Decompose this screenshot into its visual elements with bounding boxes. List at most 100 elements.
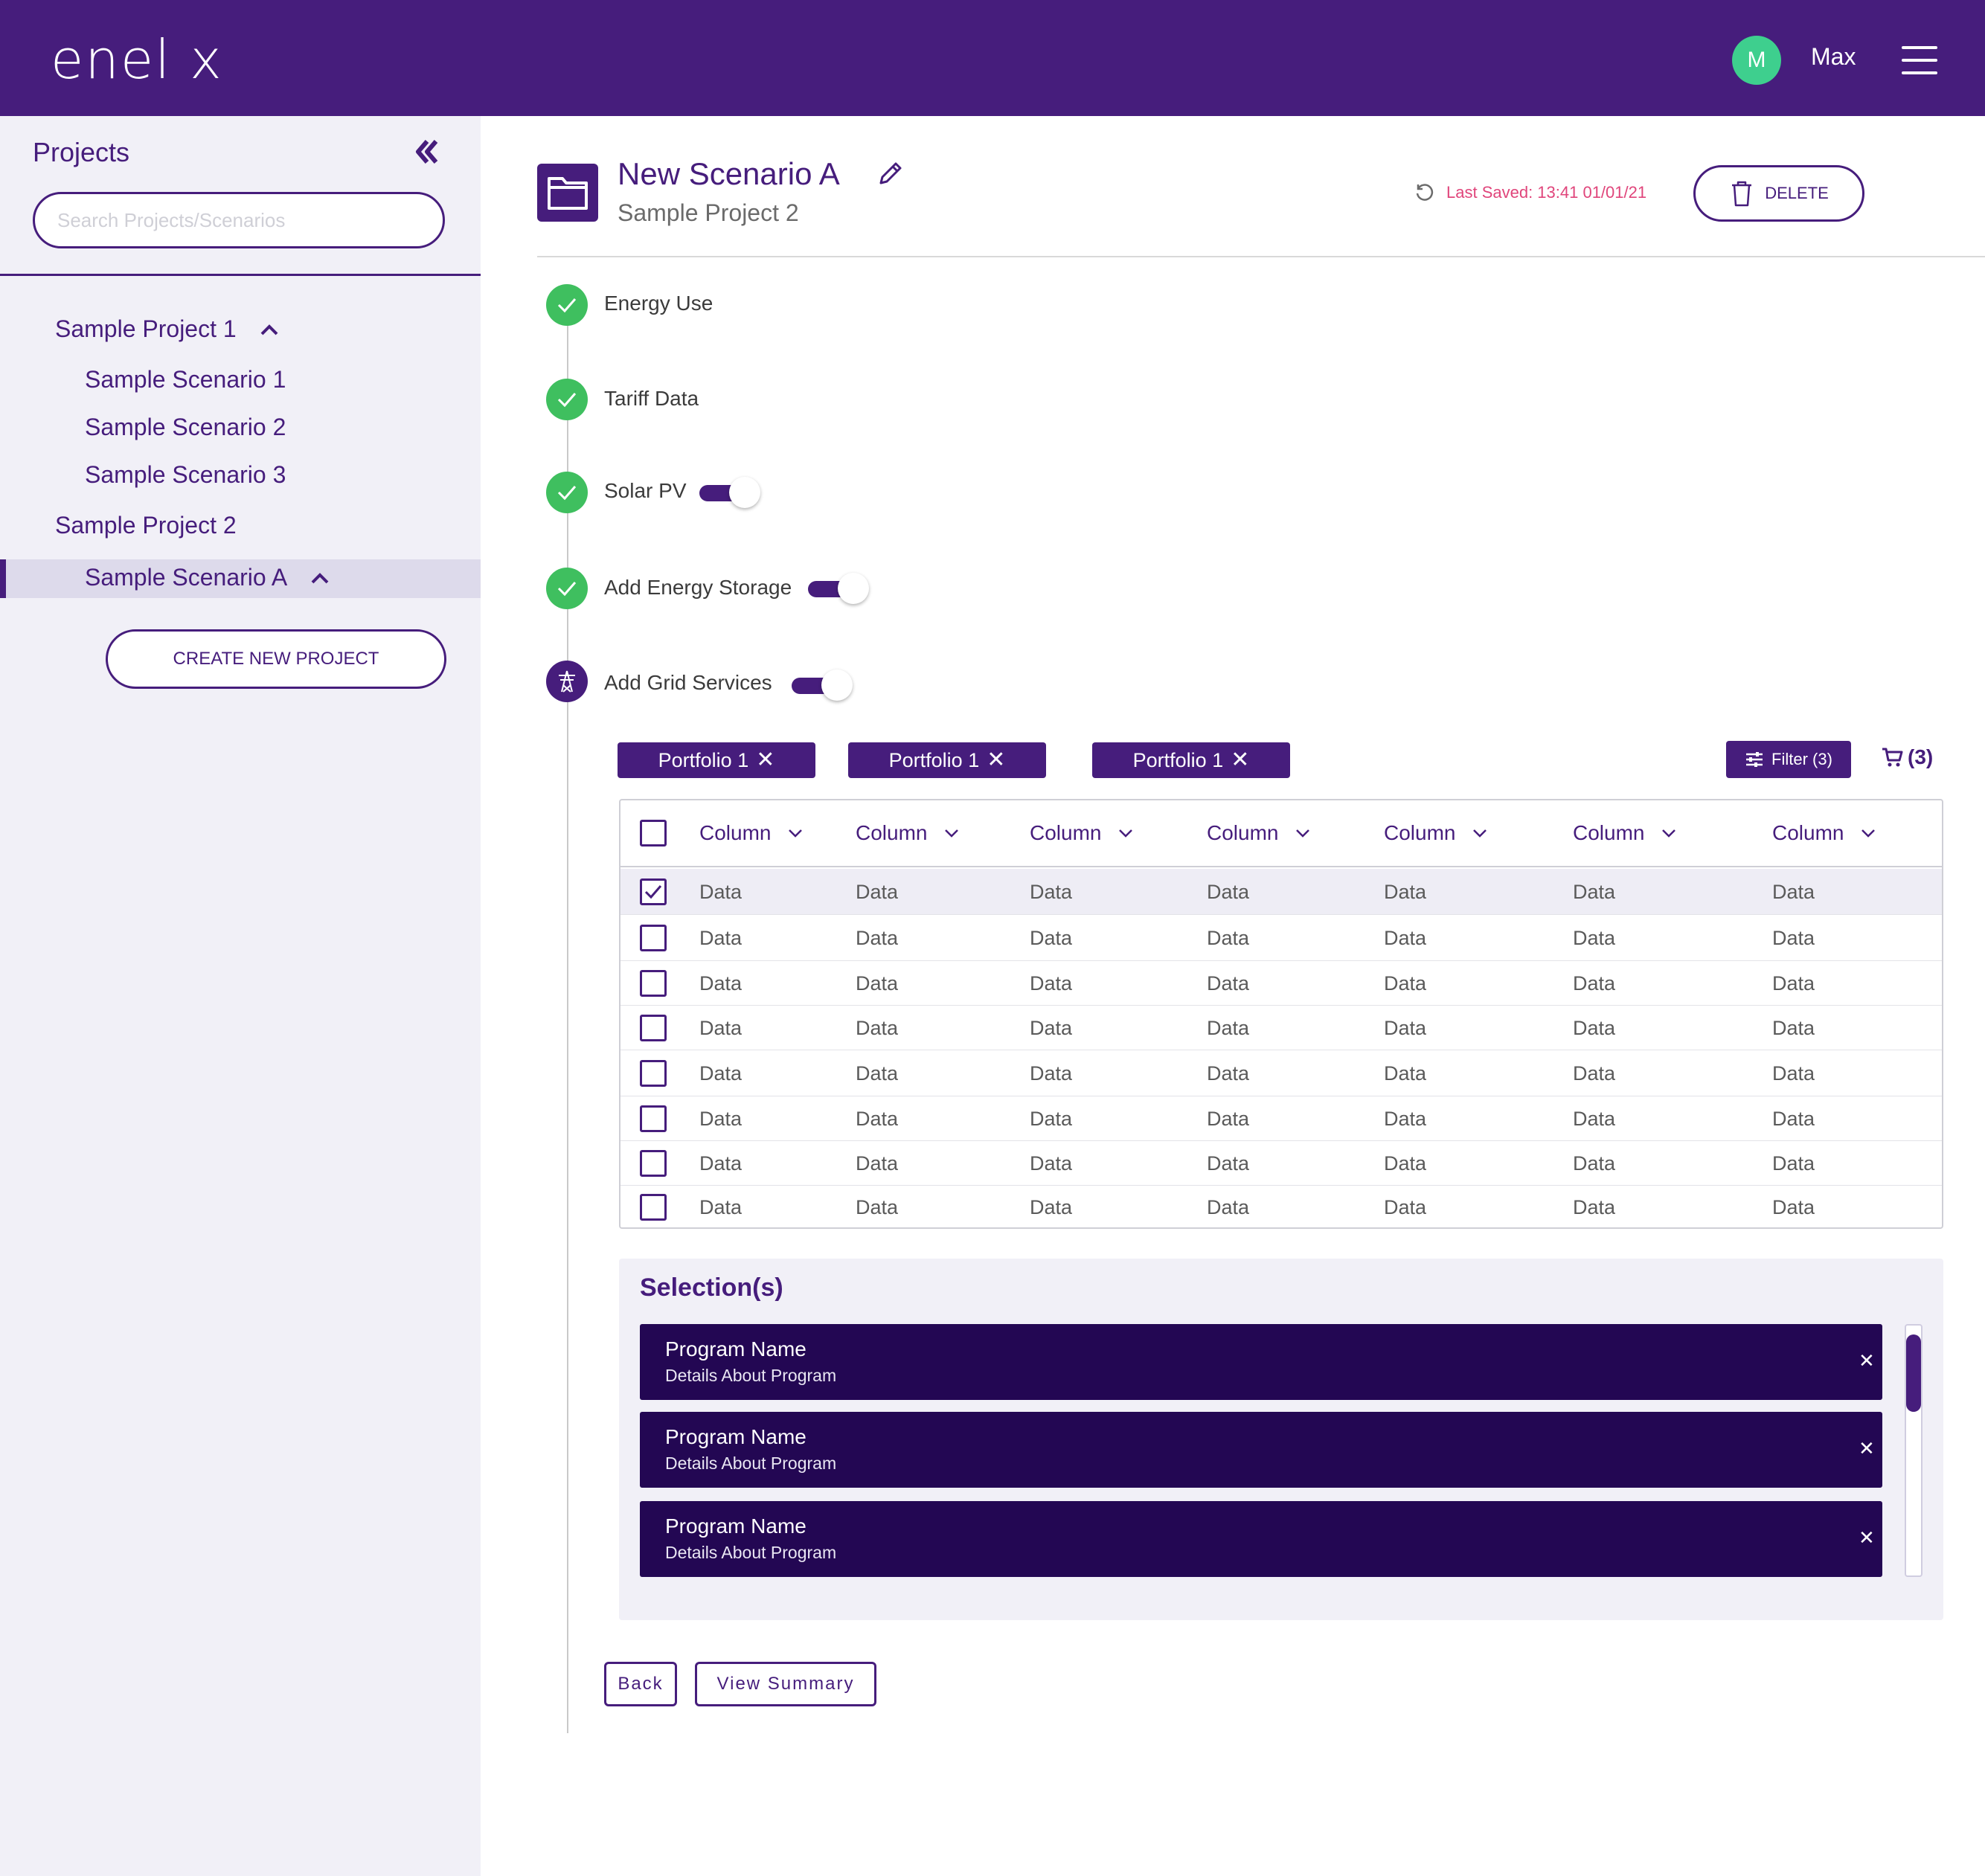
step-solar-pv[interactable]: Solar PV bbox=[604, 479, 687, 502]
search-input[interactable] bbox=[33, 192, 445, 248]
table-cell: Data bbox=[856, 1108, 899, 1130]
row-checkbox[interactable] bbox=[640, 1015, 667, 1041]
row-checkbox[interactable] bbox=[640, 1060, 667, 1087]
active-item-highlight bbox=[0, 559, 481, 598]
table-cell: Data bbox=[699, 927, 743, 949]
table-cell: Data bbox=[1207, 927, 1250, 949]
scenario-label: Sample Scenario 1 bbox=[85, 366, 286, 393]
table-row[interactable]: Data Data Data Data Data Data Data bbox=[620, 1006, 1942, 1050]
table-row[interactable]: Data Data Data Data Data Data Data bbox=[620, 1096, 1942, 1141]
close-icon[interactable]: ✕ bbox=[1231, 748, 1250, 772]
column-header[interactable]: Column bbox=[1030, 821, 1134, 845]
row-checkbox[interactable] bbox=[640, 1194, 667, 1221]
create-new-project-button[interactable]: CREATE NEW PROJECT bbox=[106, 629, 446, 689]
chevron-down-icon bbox=[1473, 829, 1487, 838]
filter-button[interactable]: Filter (3) bbox=[1726, 741, 1851, 778]
table-row[interactable]: Data Data Data Data Data Data Data bbox=[620, 1186, 1942, 1227]
last-saved-status: Last Saved: 13:41 01/01/21 bbox=[1414, 182, 1646, 204]
table-cell: Data bbox=[1207, 1196, 1250, 1218]
sidebar-title: Projects bbox=[33, 137, 130, 167]
table-cell: Data bbox=[1772, 1062, 1815, 1085]
column-header[interactable]: Column bbox=[1772, 821, 1876, 845]
select-all-checkbox[interactable] bbox=[640, 820, 667, 847]
table-row[interactable]: Data Data Data Data Data Data Data bbox=[620, 961, 1942, 1006]
portfolio-chip[interactable]: Portfolio 1 ✕ bbox=[848, 742, 1046, 778]
step-add-grid-services[interactable]: Add Grid Services bbox=[604, 671, 772, 694]
table-row[interactable]: Data Data Data Data Data Data Data bbox=[620, 1141, 1942, 1186]
header-divider bbox=[537, 256, 1985, 257]
step-energy-use[interactable]: Energy Use bbox=[604, 292, 713, 315]
sidebar-item-scenario-a[interactable]: Sample Scenario A bbox=[85, 564, 330, 591]
table-row[interactable]: Data Data Data Data Data Data Data bbox=[620, 1050, 1942, 1096]
active-item-indicator bbox=[0, 559, 6, 598]
delete-button[interactable]: DELETE bbox=[1693, 165, 1864, 222]
table-cell: Data bbox=[1384, 881, 1427, 903]
step-add-energy-storage[interactable]: Add Energy Storage bbox=[604, 576, 792, 599]
chevron-up-icon[interactable] bbox=[310, 571, 330, 585]
sidebar-item-scenario-2[interactable]: Sample Scenario 2 bbox=[85, 414, 286, 441]
table-cell: Data bbox=[1384, 1108, 1427, 1130]
column-header[interactable]: Column bbox=[1573, 821, 1677, 845]
row-checkbox[interactable] bbox=[640, 970, 667, 997]
sidebar-item-scenario-3[interactable]: Sample Scenario 3 bbox=[85, 461, 286, 489]
hamburger-menu-icon[interactable] bbox=[1902, 46, 1937, 74]
refresh-icon bbox=[1416, 184, 1434, 201]
grid-services-toggle[interactable] bbox=[792, 669, 853, 701]
table-cell: Data bbox=[1384, 927, 1427, 949]
scenario-label: Sample Scenario A bbox=[85, 564, 288, 591]
portfolio-chip[interactable]: Portfolio 1 ✕ bbox=[1092, 742, 1290, 778]
selection-card[interactable]: Program Name Details About Program ✕ bbox=[640, 1412, 1882, 1488]
table-cell: Data bbox=[1573, 1017, 1616, 1039]
program-details: Details About Program bbox=[665, 1366, 837, 1385]
column-header[interactable]: Column bbox=[856, 821, 960, 845]
edit-pencil-icon[interactable] bbox=[875, 159, 905, 189]
selection-card[interactable]: Program Name Details About Program ✕ bbox=[640, 1324, 1882, 1400]
table-cell: Data bbox=[1207, 972, 1250, 995]
step-tariff-data[interactable]: Tariff Data bbox=[604, 387, 699, 410]
user-name[interactable]: Max bbox=[1811, 43, 1856, 70]
sidebar-item-project-2[interactable]: Sample Project 2 bbox=[55, 512, 237, 539]
table-row[interactable]: Data Data Data Data Data Data Data bbox=[620, 915, 1942, 961]
table-row[interactable]: Data Data Data Data Data Data Data bbox=[620, 869, 1942, 915]
back-button[interactable]: Back bbox=[604, 1662, 677, 1706]
solar-pv-toggle[interactable] bbox=[699, 477, 760, 508]
portfolio-chip[interactable]: Portfolio 1 ✕ bbox=[618, 742, 815, 778]
cart-button[interactable]: (3) bbox=[1881, 745, 1933, 769]
table-cell: Data bbox=[1772, 881, 1815, 903]
close-icon[interactable]: ✕ bbox=[1859, 1526, 1875, 1549]
avatar[interactable]: M bbox=[1732, 36, 1781, 85]
column-header[interactable]: Column bbox=[699, 821, 804, 845]
enel-x-logo[interactable]: enel x bbox=[51, 28, 223, 91]
table-cell: Data bbox=[1384, 1017, 1427, 1039]
table-cell: Data bbox=[856, 927, 899, 949]
table-cell: Data bbox=[856, 1196, 899, 1218]
view-summary-button[interactable]: View Summary bbox=[695, 1662, 876, 1706]
column-header[interactable]: Column bbox=[1384, 821, 1488, 845]
row-checkbox[interactable] bbox=[640, 1105, 667, 1132]
energy-storage-toggle[interactable] bbox=[808, 573, 869, 604]
table-cell: Data bbox=[1384, 1196, 1427, 1218]
table-cell: Data bbox=[856, 881, 899, 903]
chevron-up-icon[interactable] bbox=[259, 323, 280, 336]
collapse-sidebar-icon[interactable] bbox=[411, 135, 443, 168]
row-checkbox[interactable] bbox=[640, 925, 667, 951]
sidebar-item-scenario-1[interactable]: Sample Scenario 1 bbox=[85, 366, 286, 393]
folder-icon bbox=[537, 164, 598, 222]
scrollbar-thumb[interactable] bbox=[1906, 1334, 1921, 1412]
row-checkbox[interactable] bbox=[640, 878, 667, 905]
sidebar-item-project-1[interactable]: Sample Project 1 bbox=[55, 315, 280, 343]
project-subtitle: Sample Project 2 bbox=[618, 199, 799, 226]
selection-card[interactable]: Program Name Details About Program ✕ bbox=[640, 1501, 1882, 1577]
table-cell: Data bbox=[1030, 1152, 1073, 1175]
table-cell: Data bbox=[1207, 1108, 1250, 1130]
close-icon[interactable]: ✕ bbox=[987, 748, 1006, 772]
close-icon[interactable]: ✕ bbox=[1859, 1437, 1875, 1459]
close-icon[interactable]: ✕ bbox=[756, 748, 775, 772]
column-header[interactable]: Column bbox=[1207, 821, 1311, 845]
close-icon[interactable]: ✕ bbox=[1859, 1349, 1875, 1372]
cart-icon bbox=[1882, 748, 1903, 767]
row-checkbox[interactable] bbox=[640, 1150, 667, 1177]
table-cell: Data bbox=[1030, 972, 1073, 995]
selections-panel: Selection(s) Program Name Details About … bbox=[619, 1259, 1943, 1620]
table-cell: Data bbox=[1772, 972, 1815, 995]
